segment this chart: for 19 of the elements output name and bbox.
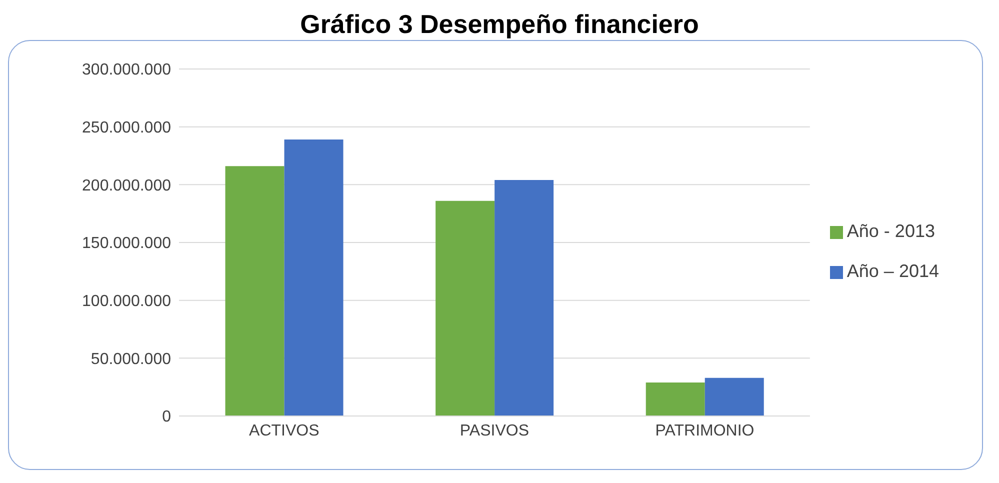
- bar: [646, 382, 705, 416]
- y-tick-label: 300.000.000: [82, 62, 172, 79]
- bar: [225, 166, 284, 416]
- bar: [704, 378, 764, 416]
- bar: [494, 180, 554, 416]
- legend-label: Año - 2013: [846, 221, 935, 241]
- x-tick-label: PATRIMONIO: [655, 422, 754, 440]
- y-tick-label: 0: [162, 408, 172, 426]
- y-tick-label: 50.000.000: [90, 350, 172, 368]
- y-tick-label: 100.000.000: [82, 293, 172, 310]
- chart-title: Gráfico 3 Desempeño financiero: [299, 8, 700, 40]
- x-tick-label: PASIVOS: [460, 422, 529, 440]
- bar: [436, 200, 495, 416]
- bar: [284, 140, 344, 416]
- y-tick-label: 200.000.000: [82, 177, 172, 194]
- y-tick-label: 150.000.000: [82, 235, 172, 252]
- y-tick-label: 250.000.000: [82, 120, 172, 137]
- x-tick-label: ACTIVOS: [249, 422, 320, 440]
- legend-label: Año – 2014: [846, 261, 939, 281]
